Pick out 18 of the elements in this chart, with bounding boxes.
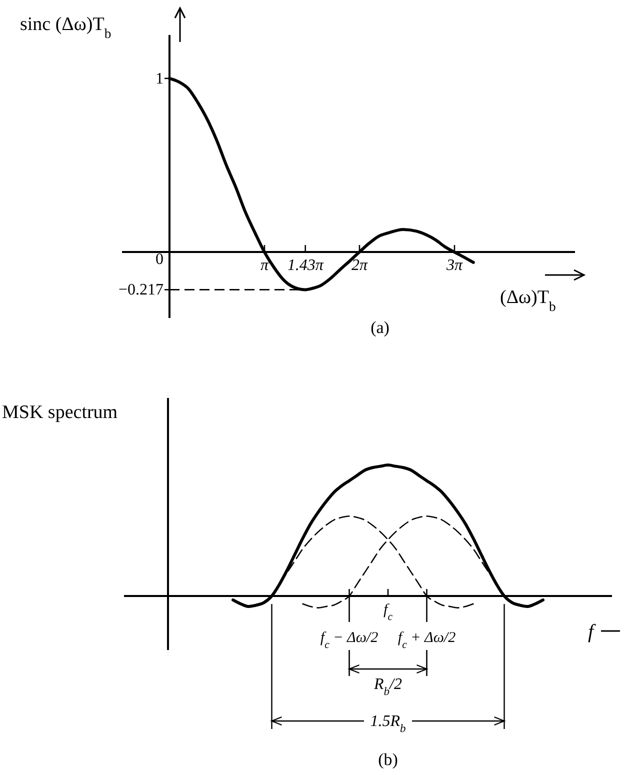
x-axis-title: f [588,621,596,643]
y-tick-label: −0.217 [118,282,164,299]
x-tick-label: 2π [351,257,368,274]
x-tick-label: 3π [445,257,464,274]
text: (a) [370,318,390,337]
y-axis-title: sinc (Δω)T$_{b}$ [20,14,112,40]
annotation: f$_{c}$ [384,602,393,623]
text: (b) [378,750,398,769]
x-tick-label: 1.43π [287,257,324,274]
text: f$_{c}$ + Δω/2 [398,630,456,651]
x-tick-label: π [260,257,270,274]
text: R$_{b}$/2 [373,676,402,698]
y-tick-label: 0 [155,251,164,268]
y-axis-title: MSK spectrum [2,402,118,423]
y-tick-label: 1 [155,70,164,88]
text: f$_{c}$ − Δω/2 [320,630,379,651]
x-axis-title: (Δω)T$_{b}$ [500,287,556,314]
text: 1.5R$_{b}$ [370,713,406,735]
